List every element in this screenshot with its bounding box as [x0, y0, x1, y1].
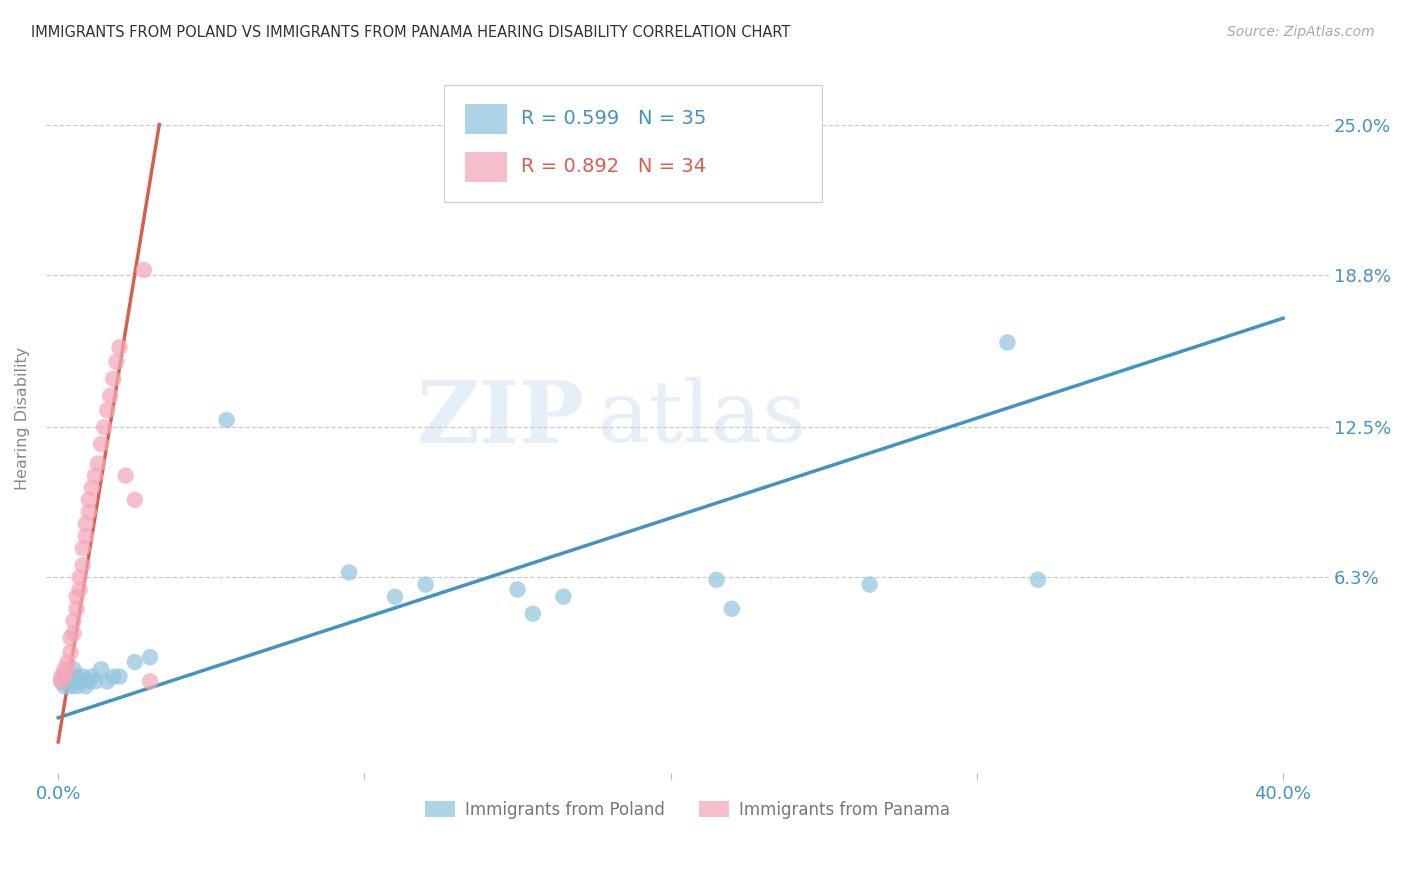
Point: [858, 577, 880, 591]
Point: [706, 573, 728, 587]
FancyBboxPatch shape: [465, 103, 506, 134]
Text: ZIP: ZIP: [418, 376, 585, 461]
Point: [90, 437, 112, 451]
Point: [65, 679, 87, 693]
Point: [96, 403, 118, 417]
Point: [56, 670, 79, 684]
Point: [90, 662, 112, 676]
Point: [124, 655, 146, 669]
Point: [124, 492, 146, 507]
Point: [105, 355, 128, 369]
Text: IMMIGRANTS FROM POLAND VS IMMIGRANTS FROM PANAMA HEARING DISABILITY CORRELATION : IMMIGRANTS FROM POLAND VS IMMIGRANTS FRO…: [31, 25, 790, 40]
Point: [62, 614, 84, 628]
Point: [77, 492, 100, 507]
Point: [139, 674, 162, 689]
Point: [65, 670, 87, 684]
Point: [56, 662, 79, 676]
Y-axis label: Hearing Disability: Hearing Disability: [15, 347, 30, 491]
Point: [415, 577, 437, 591]
Legend: Immigrants from Poland, Immigrants from Panama: Immigrants from Poland, Immigrants from …: [419, 794, 956, 825]
Point: [93, 420, 115, 434]
Point: [69, 674, 91, 689]
Point: [522, 607, 544, 621]
Point: [69, 570, 91, 584]
Point: [103, 372, 125, 386]
Point: [59, 631, 82, 645]
Point: [59, 679, 82, 693]
Point: [72, 541, 94, 556]
Point: [80, 481, 103, 495]
Point: [139, 650, 162, 665]
Point: [114, 468, 136, 483]
Text: R = 0.599   N = 35: R = 0.599 N = 35: [520, 109, 706, 128]
Point: [56, 674, 79, 689]
Point: [75, 517, 97, 532]
Point: [69, 582, 91, 597]
FancyBboxPatch shape: [444, 86, 823, 202]
Point: [75, 529, 97, 543]
Point: [721, 602, 744, 616]
Point: [62, 626, 84, 640]
Point: [62, 674, 84, 689]
Point: [995, 335, 1018, 350]
Point: [215, 413, 238, 427]
Point: [51, 674, 73, 689]
Point: [59, 645, 82, 659]
Point: [51, 670, 73, 684]
Point: [53, 679, 76, 693]
Point: [506, 582, 529, 597]
Point: [72, 670, 94, 684]
Point: [65, 590, 87, 604]
Point: [337, 566, 360, 580]
Point: [62, 662, 84, 676]
Point: [56, 655, 79, 669]
Point: [72, 558, 94, 573]
Text: atlas: atlas: [598, 377, 807, 460]
Point: [80, 670, 103, 684]
FancyBboxPatch shape: [465, 152, 506, 182]
Text: R = 0.892   N = 34: R = 0.892 N = 34: [520, 157, 706, 177]
Point: [84, 674, 107, 689]
Text: Source: ZipAtlas.com: Source: ZipAtlas.com: [1227, 25, 1375, 39]
Point: [108, 340, 131, 354]
Point: [75, 679, 97, 693]
Point: [77, 674, 100, 689]
Point: [84, 468, 107, 483]
Point: [53, 670, 76, 684]
Point: [1026, 573, 1049, 587]
Point: [65, 602, 87, 616]
Point: [108, 670, 131, 684]
Point: [53, 670, 76, 684]
Point: [77, 505, 100, 519]
Point: [53, 662, 76, 676]
Point: [96, 674, 118, 689]
Point: [384, 590, 406, 604]
Point: [103, 670, 125, 684]
Point: [132, 263, 155, 277]
Point: [51, 674, 73, 689]
Point: [87, 457, 110, 471]
Point: [553, 590, 575, 604]
Point: [98, 389, 121, 403]
Point: [59, 670, 82, 684]
